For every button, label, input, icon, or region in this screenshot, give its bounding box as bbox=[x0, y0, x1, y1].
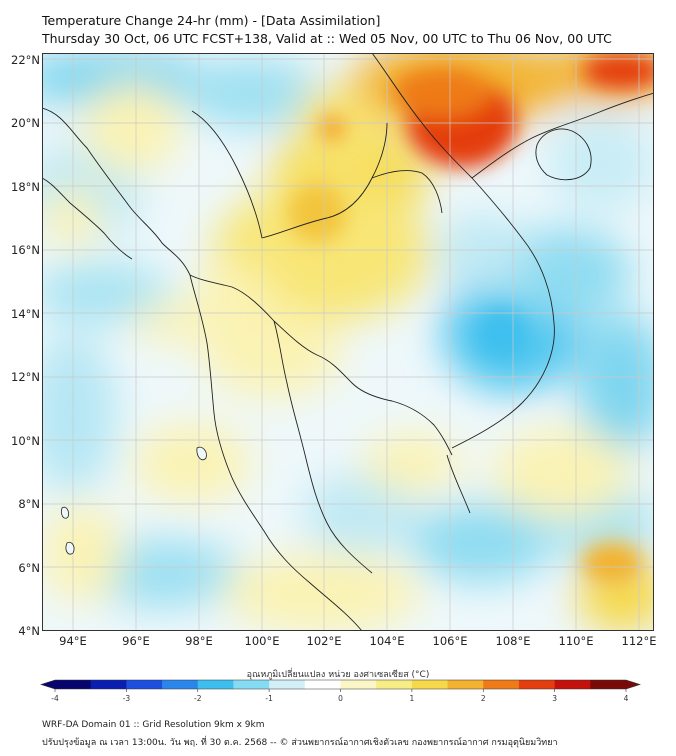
temperature-field bbox=[42, 53, 654, 631]
lon-label: 112°E bbox=[622, 634, 657, 648]
islands bbox=[61, 446, 207, 555]
footer-line-2: ปรับปรุงข้อมูล ณ เวลา 13:00น. วัน พฤ. ที… bbox=[42, 738, 558, 748]
colorbar-extend-high bbox=[626, 680, 640, 689]
lon-label: 108°E bbox=[496, 634, 531, 648]
lat-label: 18°N bbox=[11, 180, 40, 194]
colorbar-segment bbox=[126, 680, 163, 689]
temperature-map bbox=[42, 53, 654, 631]
colorbar-segment bbox=[518, 680, 556, 689]
lon-label: 94°E bbox=[59, 634, 87, 648]
lat-label: 10°N bbox=[11, 434, 40, 448]
colorbar-segment bbox=[554, 680, 591, 689]
lon-label: 102°E bbox=[307, 634, 342, 648]
lat-label: 16°N bbox=[11, 243, 40, 257]
colorbar-segment bbox=[340, 680, 377, 689]
lat-label: 12°N bbox=[11, 370, 40, 384]
colorbar-segment bbox=[269, 680, 306, 689]
colorbar-segment bbox=[447, 680, 484, 689]
colorbar-tick-label: -4 bbox=[51, 694, 59, 703]
colorbar-tick-label: 2 bbox=[481, 694, 486, 703]
colorbar-segment bbox=[90, 680, 127, 689]
colorbar-tick-label: -3 bbox=[123, 694, 131, 703]
colorbar-segment bbox=[233, 680, 270, 689]
colorbar-tick-label: -1 bbox=[265, 694, 273, 703]
lat-label: 22°N bbox=[11, 53, 40, 67]
colorbar-tick-label: 4 bbox=[624, 694, 629, 703]
lon-label: 98°E bbox=[185, 634, 213, 648]
lat-label: 8°N bbox=[18, 497, 40, 511]
colorbar-segment bbox=[304, 680, 341, 689]
lon-label: 106°E bbox=[433, 634, 468, 648]
map-canvas bbox=[42, 53, 654, 631]
colorbar-segments bbox=[40, 679, 641, 690]
colorbar-tick-label: 3 bbox=[552, 694, 557, 703]
colorbar-tick-label: 1 bbox=[409, 694, 414, 703]
colorbar-segment bbox=[590, 680, 627, 689]
lon-label: 110°E bbox=[559, 634, 594, 648]
colorbar-segment bbox=[55, 680, 92, 689]
colorbar-segment bbox=[411, 680, 449, 689]
colorbar-segment bbox=[197, 680, 234, 689]
title-line-1: Temperature Change 24-hr (mm) - [Data As… bbox=[42, 13, 381, 28]
colorbar-segment bbox=[162, 680, 199, 689]
lon-label: 96°E bbox=[122, 634, 150, 648]
lat-label: 6°N bbox=[18, 561, 40, 575]
colorbar-extend-low bbox=[41, 680, 55, 689]
colorbar-tick-label: 0 bbox=[338, 694, 343, 703]
colorbar-ticks: -4 -3 -2 -1 0 1 2 3 4 bbox=[51, 689, 629, 703]
title-line-2: Thursday 30 Oct, 06 UTC FCST+138, Valid … bbox=[42, 31, 612, 46]
colorbar-tick-label: -2 bbox=[194, 694, 202, 703]
lat-label: 4°N bbox=[18, 624, 40, 638]
lat-label: 14°N bbox=[11, 307, 40, 321]
colorbar-title: อุณหภูมิเปลี่ยนแปลง หน่วย องศาเซลเซียส (… bbox=[246, 670, 430, 680]
colorbar-segment bbox=[483, 680, 520, 689]
colorbar: -4 -3 -2 -1 0 1 2 3 4 bbox=[40, 679, 641, 703]
coastlines bbox=[42, 53, 654, 631]
colorbar-segment bbox=[376, 680, 413, 689]
lon-label: 104°E bbox=[370, 634, 405, 648]
map-title: Temperature Change 24-hr (mm) - [Data As… bbox=[42, 12, 612, 48]
footer-line-1: WRF-DA Domain 01 :: Grid Resolution 9km … bbox=[42, 720, 265, 730]
lat-label: 20°N bbox=[11, 116, 40, 130]
lon-label: 100°E bbox=[245, 634, 280, 648]
